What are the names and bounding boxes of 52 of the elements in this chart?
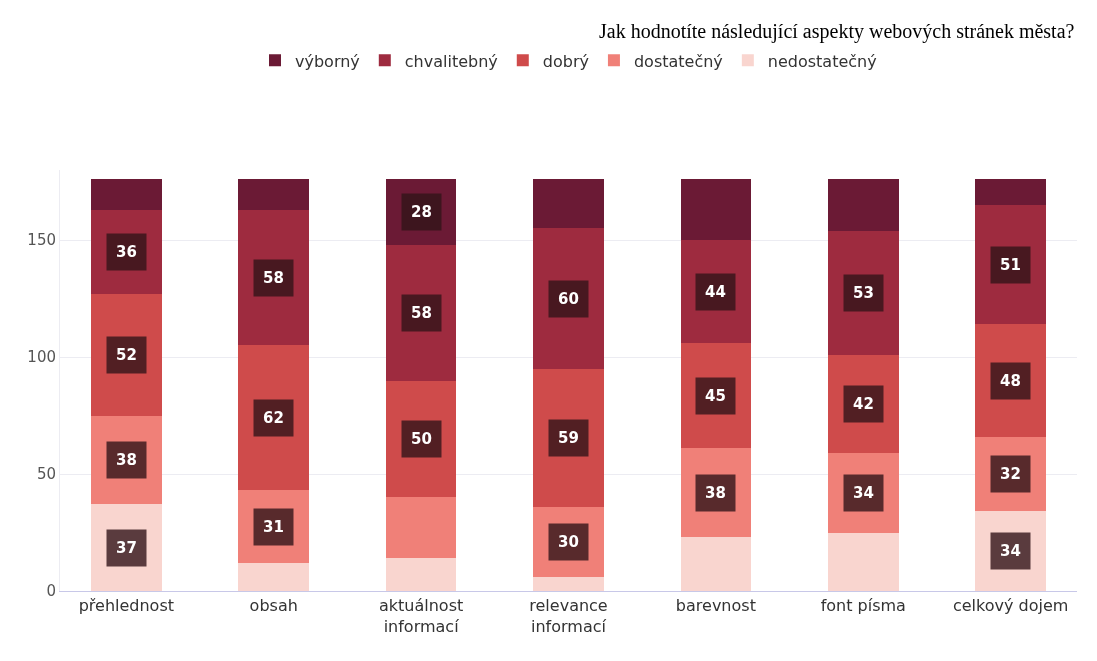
bar	[385, 558, 457, 591]
bar	[385, 497, 457, 559]
data-label: 30	[558, 533, 579, 551]
bar	[533, 179, 604, 229]
y-tick-label: 100	[27, 348, 56, 367]
data-label: 38	[116, 451, 137, 469]
data-label: 42	[853, 395, 874, 413]
chart-title: Jak hodnotíte následující aspekty webových stránek města?	[599, 20, 1075, 43]
y-tick-label: 50	[36, 465, 56, 484]
data-label: 58	[263, 269, 284, 287]
data-label: 37	[116, 539, 137, 557]
bar	[975, 179, 1047, 206]
data-label: 38	[705, 484, 726, 502]
data-label: 44	[705, 283, 726, 301]
bar	[680, 179, 752, 241]
x-tick-label: font písma	[820, 596, 906, 616]
legend-label: výborný	[295, 51, 360, 71]
x-tick-label: relevance informací	[529, 596, 608, 636]
x-tick-label: celkový dojem	[952, 596, 1069, 616]
data-label: 34	[853, 484, 874, 502]
data-label: 32	[1000, 465, 1021, 483]
data-label: 45	[705, 387, 726, 405]
y-tick-label: 150	[27, 231, 56, 250]
data-label: 62	[263, 409, 284, 427]
data-label: 48	[1000, 372, 1021, 390]
data-label: 31	[263, 518, 284, 536]
legend-label: dostatečný	[633, 51, 723, 71]
bar	[680, 537, 752, 591]
bar	[827, 179, 899, 231]
data-label: 60	[558, 290, 579, 308]
data-label: 34	[1000, 542, 1021, 560]
bar	[827, 532, 899, 591]
y-tick-label: 0	[46, 582, 56, 601]
data-label: 59	[558, 429, 579, 447]
x-tick-label: barevnost	[675, 596, 756, 616]
data-label: 36	[116, 243, 137, 261]
data-label: 50	[411, 430, 432, 448]
bar	[90, 179, 162, 210]
legend-label: dobrý	[542, 51, 589, 71]
bar	[238, 562, 310, 591]
data-label: 28	[411, 203, 432, 221]
data-label: 53	[853, 284, 874, 302]
bar	[238, 179, 310, 210]
x-tick-label: přehlednost	[78, 596, 175, 616]
legend-label: chvalitebný	[404, 51, 498, 71]
x-tick-label: aktuálnost informací	[378, 596, 464, 636]
data-label: 51	[1000, 256, 1021, 274]
data-label: 52	[116, 346, 137, 364]
data-label: 58	[411, 304, 432, 322]
bar	[533, 576, 604, 591]
legend-label: nedostatečný	[767, 51, 877, 71]
x-tick-label: obsah	[249, 596, 298, 616]
